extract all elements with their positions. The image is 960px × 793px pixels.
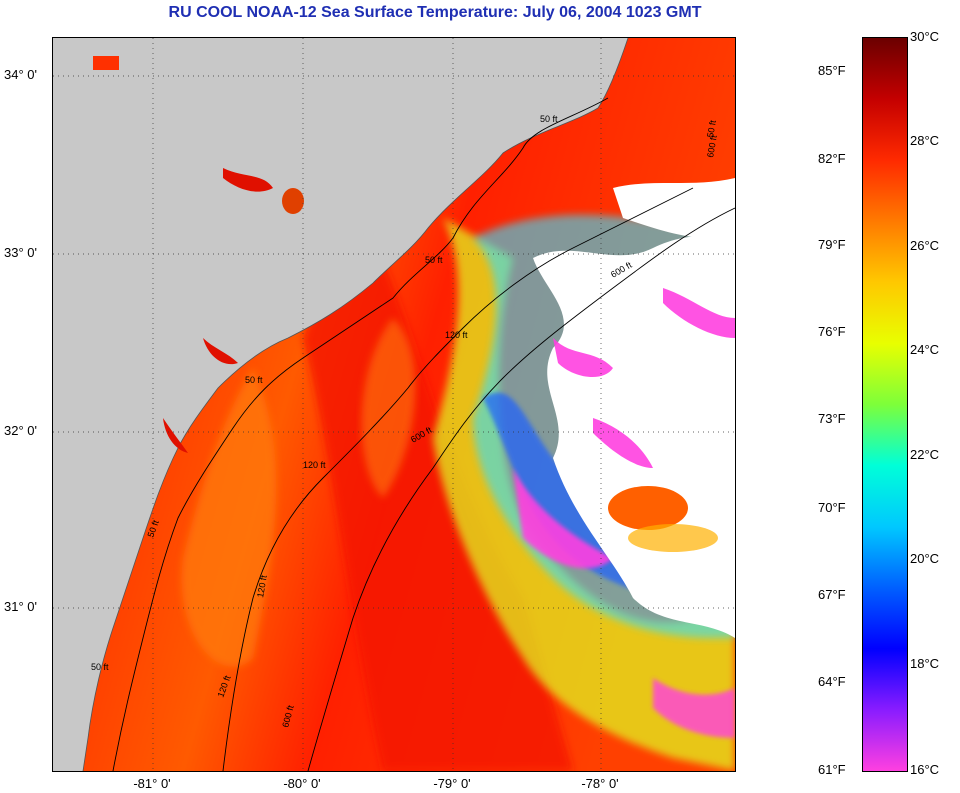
contour-label: 120 ft — [255, 574, 269, 598]
shelf-water-orange — [181, 368, 277, 667]
map-title: RU COOL NOAA-12 Sea Surface Temperature:… — [168, 4, 702, 21]
lat-label: 33° 0' — [4, 245, 37, 260]
lon-label: -78° 0' — [581, 776, 619, 791]
shelf-water-orange-2 — [361, 318, 416, 498]
lon-label: -79° 0' — [433, 776, 471, 791]
lat-label: 34° 0' — [4, 67, 37, 82]
contour-label: 50 ft — [245, 375, 263, 385]
colorbar-label-c: 26°C — [910, 238, 940, 253]
estuary-1 — [203, 338, 238, 365]
colorbar-label-f: 61°F — [818, 762, 846, 777]
cloud-edge-pink-3 — [663, 288, 735, 338]
colorbar-label-f: 67°F — [818, 587, 846, 602]
contour-label: 120 ft — [303, 460, 326, 470]
colorbar-label-c: 20°C — [910, 551, 940, 566]
colorbar-label-f: 82°F — [818, 151, 846, 166]
contour-label: 120 ft — [445, 330, 468, 340]
cold-water-magenta-2 — [653, 678, 735, 738]
warm-eddy-edge — [628, 524, 718, 552]
colorbar-label-f: 70°F — [818, 500, 846, 515]
contour-50ft — [112, 97, 609, 771]
colorbar-label-c: 18°C — [910, 656, 940, 671]
contour-label: 50 ft — [425, 255, 443, 265]
graticule — [53, 38, 735, 771]
lon-label: -80° 0' — [283, 776, 321, 791]
contour-label: 50 ft — [540, 114, 558, 124]
thermal-front-yellow — [433, 218, 735, 771]
colorbar-label-c: 16°C — [910, 762, 940, 777]
contour-600ft — [307, 207, 735, 771]
inland-water-2 — [282, 188, 304, 214]
contour-120ft — [222, 187, 694, 771]
colorbar-label-c: 24°C — [910, 342, 940, 357]
contour-label: 600 ft — [705, 134, 719, 158]
colorbar-label-c: 28°C — [910, 133, 940, 148]
cloud-edge-pink-2 — [593, 418, 653, 468]
lon-label: -81° 0' — [133, 776, 171, 791]
colorbar-label-f: 64°F — [818, 674, 846, 689]
estuary-2 — [163, 418, 188, 453]
contour-label: 50 ft — [91, 662, 109, 672]
cloud-edge-pink — [553, 338, 613, 378]
colorbar-label-c: 22°C — [910, 447, 940, 462]
warm-eddy — [608, 486, 688, 530]
colorbar-label-f: 85°F — [818, 63, 846, 78]
colorbar-label-f: 76°F — [818, 324, 846, 339]
temperature-colorbar — [862, 37, 908, 772]
coastline — [82, 38, 629, 771]
bathymetry-contours — [112, 97, 735, 771]
cloud-cover-north — [613, 178, 735, 239]
lat-label: 31° 0' — [4, 599, 37, 614]
colorbar-label-f: 79°F — [818, 237, 846, 252]
sst-map: 50 ft 50 ft 50 ft 120 ft 600 ft 50 ft 12… — [52, 37, 736, 772]
cold-water-magenta — [513, 468, 613, 569]
colorbar-label-c: 30°C — [910, 29, 940, 44]
colorbar-label-f: 73°F — [818, 411, 846, 426]
contour-label: 50 ft — [705, 119, 718, 138]
lat-label: 32° 0' — [4, 423, 37, 438]
inland-water-3 — [93, 56, 119, 70]
inland-water-1 — [223, 168, 273, 192]
sst-map-canvas: 50 ft 50 ft 50 ft 120 ft 600 ft 50 ft 12… — [53, 38, 735, 771]
land-mass — [53, 38, 628, 771]
